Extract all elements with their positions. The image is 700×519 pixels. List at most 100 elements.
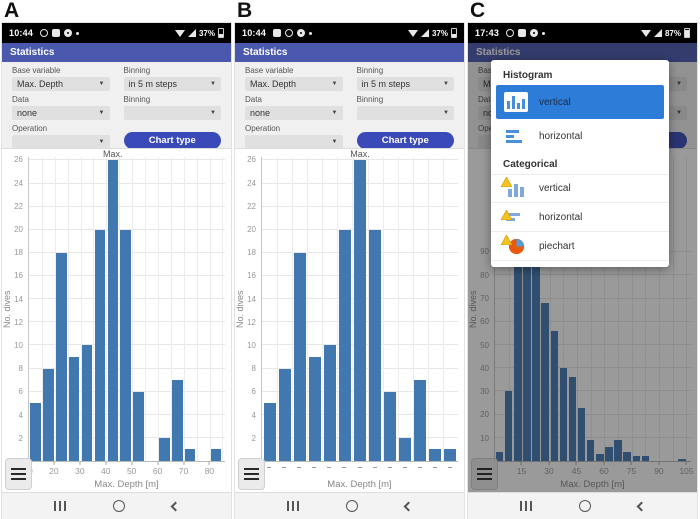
popup-item-label: piechart [539,240,575,252]
base-variable-select[interactable]: Max. Depth ▼ [12,77,110,91]
x-tick-mark [575,462,577,465]
gridline-vertical [54,157,56,461]
x-tick-label: 15 [516,466,527,476]
histogram-bar [94,229,106,461]
gridline-horizontal [29,228,225,230]
y-tick-label: 2 [18,433,23,443]
chart-type-button[interactable]: Chart type [356,132,454,149]
back-button[interactable] [403,501,414,511]
histogram-bar [596,454,604,461]
y-tick-label: 12 [247,317,256,327]
operation-label: Operation [245,124,281,133]
x-tick-dash [418,467,423,468]
gridline-vertical [549,157,551,461]
x-tick-dash [281,467,286,468]
recents-button[interactable] [287,501,299,511]
x-tick-dash [372,467,377,468]
y-tick-label: 10 [14,341,23,351]
binning-select[interactable]: in 5 m steps ▼ [123,77,221,91]
y-tick-label: 60 [480,317,489,327]
popup-item-piechart[interactable]: piechart [491,232,669,261]
y-tick-label: 8 [251,364,256,374]
histogram-bar [550,331,558,461]
x-tick-dash [387,467,392,468]
x-tick-mark [157,462,159,465]
hamburger-icon [244,468,259,470]
data-select[interactable]: none ▼ [12,106,110,120]
recents-button[interactable] [54,501,66,511]
histogram-bar [323,345,336,461]
panel-a: A 10:44 37% Statistics Base variabl [1,0,232,519]
whatsapp-icon [40,29,49,37]
gridline-vertical [222,157,224,461]
data-value: none [17,108,38,118]
whatsapp-icon [285,29,294,37]
binning2-select[interactable]: ▼ [356,106,454,120]
gridline-vertical [563,157,565,461]
popup-item-histogram-vertical[interactable]: vertical [496,85,664,119]
x-tick-dash [266,467,271,468]
hamburger-icon [11,468,26,470]
x-tick-mark [548,462,550,465]
home-button[interactable] [113,500,125,512]
histogram-bar [55,252,67,461]
whatsapp-icon [506,29,515,37]
wifi-icon [640,29,651,37]
y-tick-label: 10 [480,433,489,443]
y-tick-label: 6 [18,387,23,397]
popup-item-histogram-horizontal[interactable]: horizontal [491,119,669,153]
back-button[interactable] [636,501,647,511]
chevron-down-icon: ▼ [331,110,338,116]
android-nav-bar [2,492,231,519]
y-tick-label: 16 [247,271,256,281]
menu-button[interactable] [471,458,498,490]
histogram-bar [68,356,80,461]
histogram-bar [278,368,291,461]
popup-item-categorical-horizontal[interactable]: horizontal [491,203,669,232]
phone-screenshot: 10:44 37% Statistics Base variable [1,22,232,519]
chevron-down-icon: ▼ [210,110,216,116]
statistics-form: Base variable Max. Depth ▼ Binning in 5 … [2,62,231,149]
gridline-vertical [132,157,134,461]
warning-icon [501,177,512,187]
recents-button[interactable] [520,501,532,511]
histogram-bar [369,229,382,461]
categorical-vertical-icon [501,177,529,197]
operation-select[interactable]: ▼ [245,135,343,149]
x-tick-mark [105,462,107,465]
histogram-bar [172,380,183,461]
chart-type-button[interactable]: Chart type [123,132,221,149]
histogram-bar [429,449,442,461]
gridline-vertical [604,157,606,461]
menu-button[interactable] [238,458,265,490]
histogram-bar [184,449,196,461]
popup-item-categorical-vertical[interactable]: vertical [491,174,669,203]
binning2-select[interactable]: ▼ [123,106,221,120]
histogram-vertical-icon [503,92,529,112]
y-tick-label: 4 [251,410,256,420]
histogram-chart: No. dives 02468101214161820222426 Max. 1… [2,148,231,492]
x-tick-label: 90 [654,466,664,476]
histogram-bar [568,377,577,461]
gridline-vertical [367,157,369,461]
back-button[interactable] [170,501,181,511]
gridline-horizontal [495,436,691,438]
menu-button[interactable] [5,458,32,490]
histogram-bar [159,437,170,461]
popup-item-label: vertical [539,96,571,108]
histogram-bar [263,403,276,461]
gridline-vertical [196,157,198,461]
home-button[interactable] [579,500,591,512]
operation-select[interactable]: ▼ [12,135,110,149]
data-select[interactable]: none ▼ [245,106,343,120]
chevron-down-icon: ▼ [331,139,338,145]
histogram-bar [210,449,222,461]
base-variable-select[interactable]: Max. Depth ▼ [245,77,343,91]
y-tick-label: 20 [14,225,23,235]
binning-select[interactable]: in 5 m steps ▼ [356,77,454,91]
histogram-bar [414,380,427,461]
binning-label: Binning [123,66,151,75]
home-button[interactable] [346,500,358,512]
gridline-vertical [209,157,211,461]
histogram-bar [120,229,131,461]
